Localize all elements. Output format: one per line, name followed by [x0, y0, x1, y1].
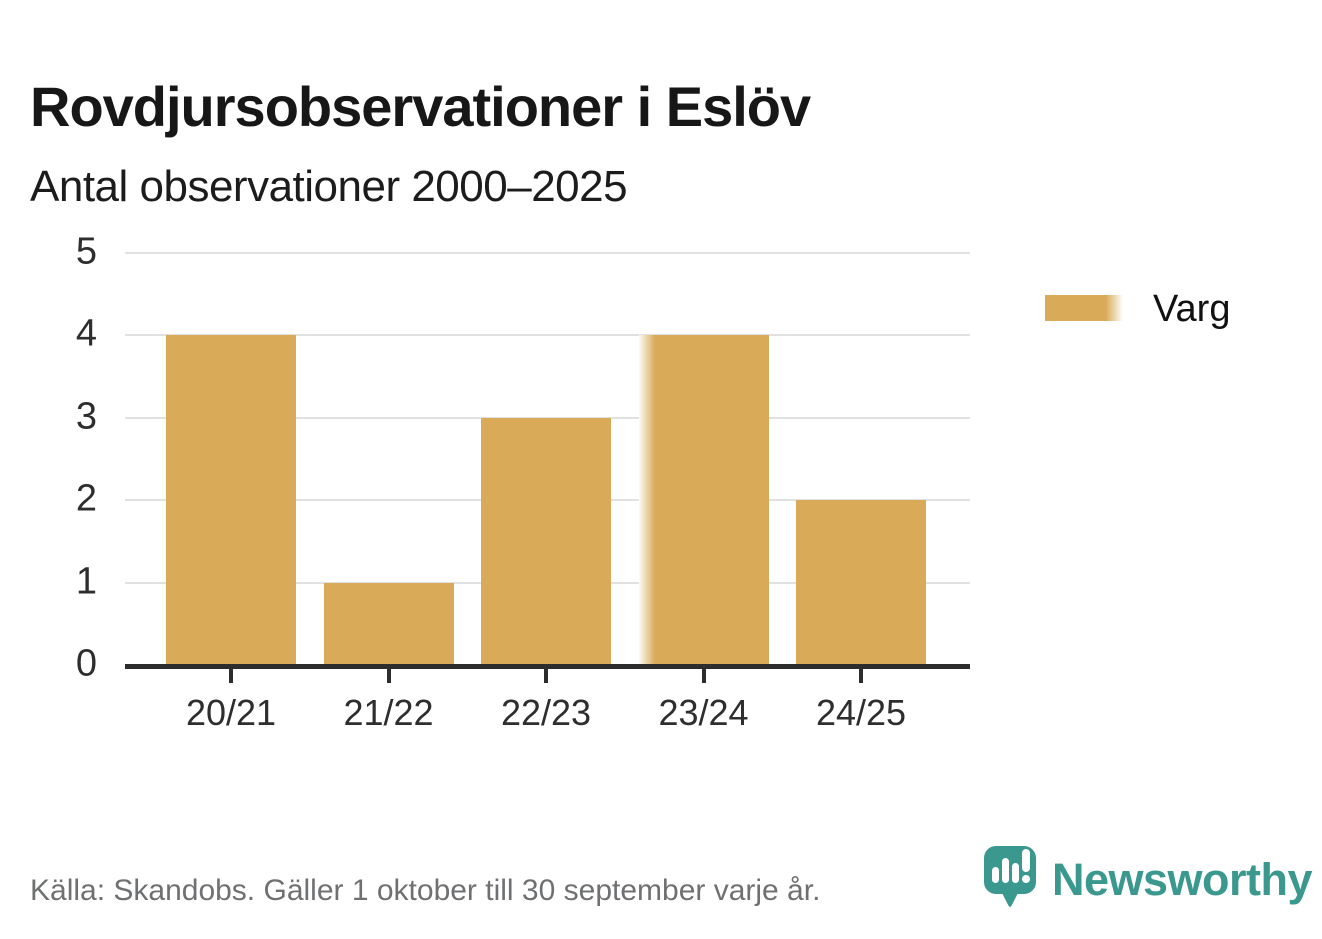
- x-axis-tick: [859, 669, 863, 683]
- bar-24/25: [796, 500, 926, 665]
- x-axis-label: 20/21: [185, 692, 277, 733]
- legend-label-varg: Varg: [1153, 288, 1231, 330]
- x-axis-tick: [386, 669, 391, 683]
- bar-20/21: [166, 335, 296, 665]
- y-axis-label: 3: [75, 395, 97, 438]
- newsworthy-logo-icon: [984, 846, 1036, 907]
- x-axis-tick: [544, 669, 548, 683]
- y-axis-label: 5: [75, 230, 97, 273]
- page-title: Rovdjursobservationer i Eslöv: [30, 74, 811, 138]
- bar-23/24: [638, 335, 769, 665]
- x-axis-tick: [701, 669, 706, 683]
- x-axis-label: 22/23: [500, 692, 592, 733]
- x-axis-label: 21/22: [343, 692, 434, 733]
- x-axis-label: 23/24: [658, 692, 749, 733]
- bar-21/22: [323, 582, 454, 665]
- x-axis-label: 24/25: [815, 692, 907, 733]
- x-axis-line: [125, 664, 970, 669]
- x-axis-tick: [229, 669, 233, 683]
- y-axis-label: 0: [75, 642, 97, 685]
- gridline: [125, 252, 970, 254]
- gridline: [125, 334, 970, 337]
- bar-22/23: [481, 417, 611, 665]
- source-text: Källa: Skandobs. Gäller 1 oktober till 3…: [30, 874, 821, 907]
- y-axis-label: 4: [75, 312, 97, 355]
- y-axis-label: 2: [75, 477, 97, 520]
- y-axis-label: 1: [75, 560, 97, 603]
- legend-swatch-varg: [1045, 295, 1123, 321]
- newsworthy-wordmark: Newsworthy: [1052, 854, 1313, 905]
- chart-subtitle: Antal observationer 2000–2025: [30, 162, 628, 211]
